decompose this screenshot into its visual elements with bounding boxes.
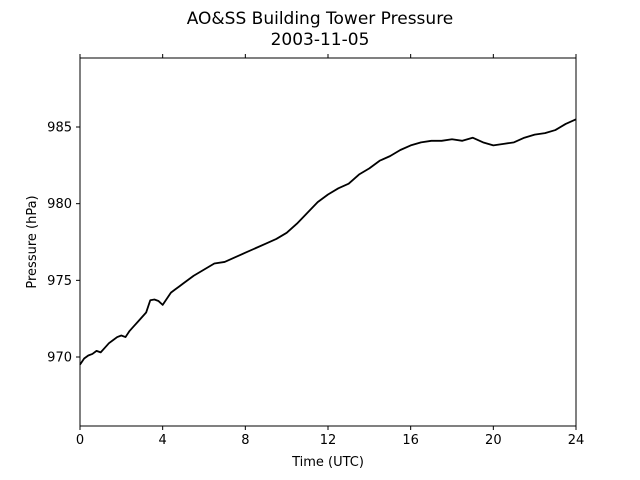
y-tick-label: 975 (47, 274, 72, 289)
x-tick-label: 12 (320, 433, 337, 448)
y-tick-label: 985 (47, 121, 72, 136)
pressure-series-line (79, 118, 577, 366)
x-tick-label: 24 (568, 433, 585, 448)
x-tick-label: 8 (241, 433, 249, 448)
y-axis-label: Pressure (hPa) (25, 195, 40, 288)
y-tick-label: 970 (47, 351, 72, 366)
x-tick-label: 16 (402, 433, 419, 448)
x-tick-label: 4 (159, 433, 167, 448)
chart-subtitle: 2003-11-05 (271, 30, 370, 50)
y-tick-label: 980 (47, 197, 72, 212)
x-tick-label: 20 (485, 433, 502, 448)
axis-ticks: 0 4 8 12 16 20 24 970 975 980 985 (47, 54, 584, 448)
plot-frame (79, 57, 577, 427)
chart-title: AO&SS Building Tower Pressure (187, 9, 454, 29)
x-axis-label: Time (UTC) (291, 455, 364, 470)
x-tick-label: 0 (76, 433, 84, 448)
